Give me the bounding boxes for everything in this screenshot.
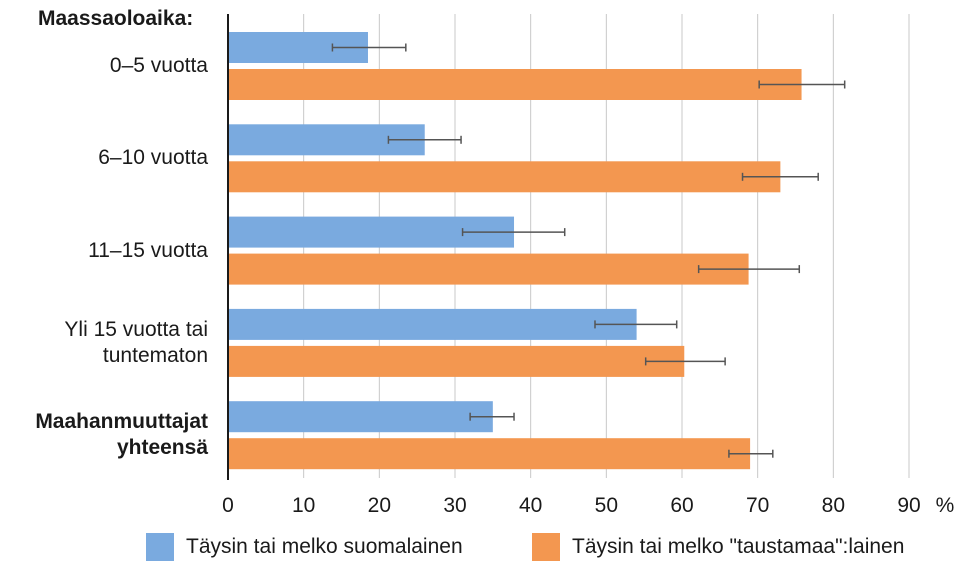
legend-item-series-0: Täysin tai melko suomalainen	[146, 533, 463, 561]
bar-series-1-cat-3	[228, 345, 685, 377]
legend-label-series-0: Täysin tai melko suomalainen	[186, 535, 463, 558]
legend-label-series-1: Täysin tai melko "taustamaa":lainen	[572, 535, 905, 558]
category-label-line: 6–10 vuotta	[98, 146, 208, 170]
category-label-2: 11–15 vuotta	[88, 238, 208, 264]
x-tick-label-10: 10	[292, 494, 315, 517]
category-label-line: 11–15 vuotta	[88, 238, 208, 262]
category-label-1: 6–10 vuotta	[98, 145, 208, 171]
x-tick-label-90: 90	[897, 494, 920, 517]
error-bars	[331, 43, 846, 458]
x-tick-label-50: 50	[595, 494, 618, 517]
category-label-line: Maahanmuuttajat	[35, 410, 208, 434]
category-label-0: 0–5 vuotta	[110, 53, 208, 79]
x-tick-label-20: 20	[368, 494, 391, 517]
x-tick-label-0: 0	[222, 494, 234, 517]
category-label-line: 0–5 vuotta	[109, 54, 208, 77]
x-tick-label-40: 40	[519, 494, 542, 517]
category-header: Maassaoloaika:	[38, 7, 194, 30]
bar-series-0-cat-3	[228, 308, 637, 340]
x-axis-unit: %	[936, 494, 955, 517]
bar-series-1-cat-1	[228, 161, 781, 193]
x-tick-label-60: 60	[670, 494, 693, 517]
category-label-line: tuntematon	[102, 343, 208, 367]
category-label-4: Maahanmuuttajat yhteensä	[35, 409, 208, 461]
bar-series-1-cat-2	[228, 253, 749, 285]
legend-item-series-1: Täysin tai melko "taustamaa":lainen	[532, 533, 904, 561]
bars	[228, 32, 802, 470]
x-tick-label-30: 30	[443, 494, 466, 517]
bar-series-1-cat-4	[228, 438, 751, 470]
category-label-line: yhteensä	[116, 436, 208, 460]
legend: Täysin tai melko suomalainen Täysin tai …	[0, 533, 956, 563]
x-axis: 0 10 20 30 40 50 60 70 80 90%	[222, 14, 954, 517]
category-label-3: Yli 15 vuotta tai tuntematon	[64, 317, 208, 369]
category-label-line: Yli 15 vuotta tai	[64, 317, 208, 341]
x-tick-label-80: 80	[822, 494, 845, 517]
x-tick-label-70: 70	[746, 494, 769, 517]
bar-series-1-cat-0	[228, 69, 802, 100]
legend-swatch-series-0	[146, 533, 174, 561]
bar-series-0-cat-4	[228, 401, 493, 433]
legend-swatch-series-1	[532, 533, 560, 561]
